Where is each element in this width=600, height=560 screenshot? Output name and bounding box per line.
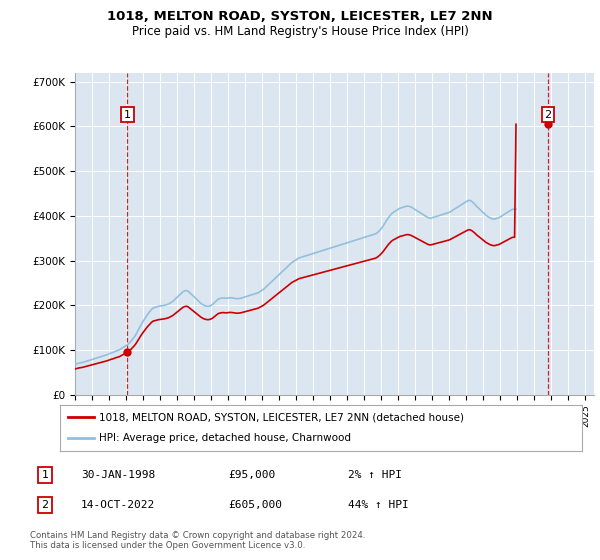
Text: 2: 2 (544, 110, 551, 120)
Text: 44% ↑ HPI: 44% ↑ HPI (348, 500, 409, 510)
Text: 2: 2 (41, 500, 49, 510)
Text: 1: 1 (124, 110, 131, 120)
Text: 2% ↑ HPI: 2% ↑ HPI (348, 470, 402, 480)
Text: £605,000: £605,000 (228, 500, 282, 510)
Text: 1018, MELTON ROAD, SYSTON, LEICESTER, LE7 2NN: 1018, MELTON ROAD, SYSTON, LEICESTER, LE… (107, 10, 493, 23)
Text: £95,000: £95,000 (228, 470, 275, 480)
Text: HPI: Average price, detached house, Charnwood: HPI: Average price, detached house, Char… (99, 433, 351, 444)
Text: 30-JAN-1998: 30-JAN-1998 (81, 470, 155, 480)
Text: 1018, MELTON ROAD, SYSTON, LEICESTER, LE7 2NN (detached house): 1018, MELTON ROAD, SYSTON, LEICESTER, LE… (99, 412, 464, 422)
Text: 1: 1 (41, 470, 49, 480)
Text: Contains HM Land Registry data © Crown copyright and database right 2024.
This d: Contains HM Land Registry data © Crown c… (30, 531, 365, 550)
Text: Price paid vs. HM Land Registry's House Price Index (HPI): Price paid vs. HM Land Registry's House … (131, 25, 469, 38)
Text: 14-OCT-2022: 14-OCT-2022 (81, 500, 155, 510)
